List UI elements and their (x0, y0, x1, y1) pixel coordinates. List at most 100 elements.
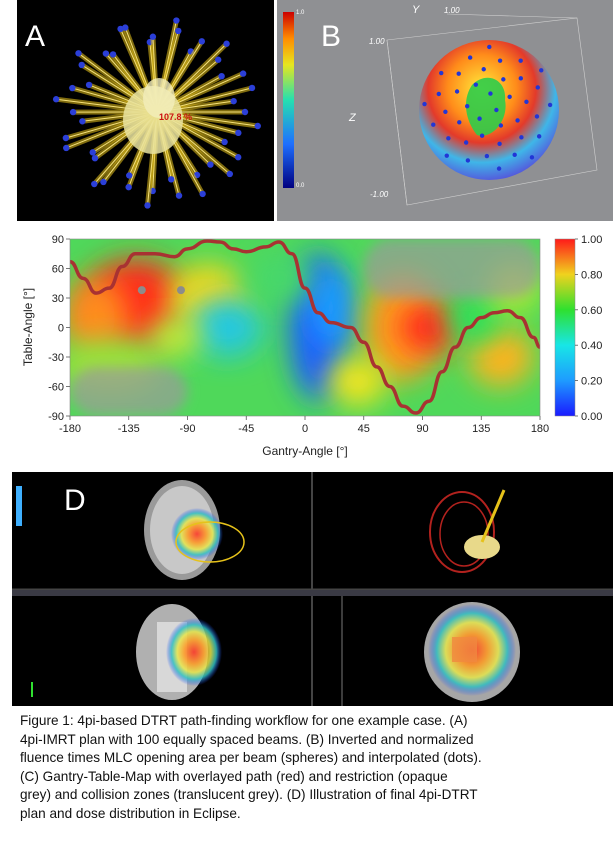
box-edge (446, 13, 578, 19)
heatmap-blob (400, 302, 458, 353)
dose-axial (171, 508, 223, 560)
beam-dot (444, 153, 449, 158)
beam-sphere (122, 24, 129, 31)
beam-arrangement-image (52, 17, 261, 209)
beam-dot (512, 152, 517, 158)
beam-sphere (69, 108, 77, 116)
x-tick-label: -180 (59, 423, 81, 435)
x-axis-title: Gantry-Angle [°] (262, 444, 348, 458)
restriction-point (137, 286, 146, 295)
beam-dot (536, 134, 542, 139)
panel-d-eclipse-views: D (12, 472, 613, 706)
beam-sphere (149, 33, 157, 40)
y-tick-label: -60 (48, 382, 64, 394)
x-tick-label: -90 (180, 423, 196, 435)
beam-sphere (91, 180, 98, 188)
beam-dot (436, 91, 441, 97)
heatmap-blob (328, 357, 386, 407)
beam-3d (480, 489, 506, 543)
beam-sphere (241, 108, 249, 116)
tick-label-top-right: 1.00 (444, 6, 460, 15)
collision-zone (363, 239, 540, 298)
beam-dot (494, 107, 499, 113)
beam-sphere (175, 192, 183, 199)
colorbar-b (283, 12, 294, 188)
beam-dot (431, 122, 436, 127)
beam-dot (443, 109, 448, 115)
y-tick-label: 0 (58, 323, 64, 335)
beam-arc-axial (175, 521, 245, 563)
beam-dot (479, 133, 485, 138)
heatmap-blob (448, 293, 501, 343)
beam-sphere (62, 134, 70, 142)
x-axis-ticks: -180 -135 -90 -45 0 45 90 135 180 (59, 416, 549, 435)
beam-sphere (109, 51, 117, 58)
beam-dots (422, 44, 553, 171)
caption-line: Figure 1: 4pi-based DTRT path-finding wo… (20, 713, 468, 728)
beam-sphere (52, 96, 60, 103)
beam-sphere (199, 190, 206, 198)
path-line (70, 239, 540, 415)
y-tick-label: 30 (52, 293, 64, 305)
beam-sphere (221, 138, 228, 146)
beam-dot (477, 116, 482, 121)
beam-dot (467, 55, 473, 60)
path-layer (70, 239, 540, 415)
target-3d (464, 535, 500, 559)
beam-sphere (223, 40, 230, 47)
organ-volume (143, 78, 175, 118)
beam-dot (473, 82, 479, 87)
panel-b-fluence-sphere: B Y Z 1.00 1.00 -1.00 1.0 0.0 (277, 0, 613, 221)
beam-dot (487, 44, 492, 50)
heatmap-blob (468, 327, 534, 387)
y-tick-label: -90 (48, 411, 64, 423)
eclipse-dose-views-image (12, 472, 613, 706)
caption-line: grey) and collision zones (translucent g… (20, 787, 478, 802)
beam-dot (515, 118, 520, 123)
heatmap-field (70, 239, 540, 416)
y-axis-ticks: 90 60 30 0 -30 -60 -90 (48, 234, 70, 423)
beam-dot (465, 158, 471, 163)
x-tick-label: 90 (416, 423, 428, 435)
view-toolbar (12, 590, 613, 596)
dose-legend (16, 486, 22, 526)
axis-label-z: Z (349, 112, 356, 124)
beam-sphere (207, 161, 214, 168)
heatmap-blob (246, 253, 312, 303)
path-arc-3d (429, 491, 495, 573)
caption-line: 4pi-IMRT plan with 100 equally spaced be… (20, 731, 474, 747)
heatmap-blob (190, 298, 264, 357)
colorbar-tick-label: 0.80 (581, 269, 602, 281)
beam-dot (518, 58, 523, 63)
beam-sphere (75, 50, 82, 57)
beam-sphere (173, 17, 180, 24)
beam-sphere (198, 38, 206, 45)
beam-dot (501, 77, 506, 82)
colorbar (554, 238, 576, 417)
y-tick-label: -30 (48, 352, 64, 364)
beam-sphere (254, 122, 261, 130)
dose-coronal (166, 618, 222, 686)
y-tick-label: 60 (52, 264, 64, 276)
beam-dot (539, 68, 544, 73)
beam-sphere (102, 50, 110, 57)
beam-sphere (230, 97, 237, 105)
beam-sphere (248, 84, 256, 92)
beam-dot (456, 71, 461, 76)
x-tick-label: -45 (238, 423, 254, 435)
tick-label-top-left: 1.00 (369, 37, 385, 46)
heatmap-blob (148, 317, 201, 357)
colorbar-ticks: 1.00 0.80 0.60 0.40 0.20 0.00 (575, 234, 602, 423)
y-axis-title: Table-Angle [°] (21, 288, 35, 366)
panel-label-c: C (23, 247, 45, 280)
beam-sphere (69, 84, 76, 92)
bounding-box (386, 13, 598, 206)
beam-sphere (100, 178, 107, 186)
target-sagittal (452, 637, 477, 662)
heatmap-blob (70, 278, 129, 357)
panel-label-b: B (321, 20, 342, 53)
fluence-sphere-image (283, 12, 598, 206)
beam-sphere (78, 61, 85, 69)
heatmap-blob (311, 268, 351, 348)
beam-dot (497, 58, 503, 63)
